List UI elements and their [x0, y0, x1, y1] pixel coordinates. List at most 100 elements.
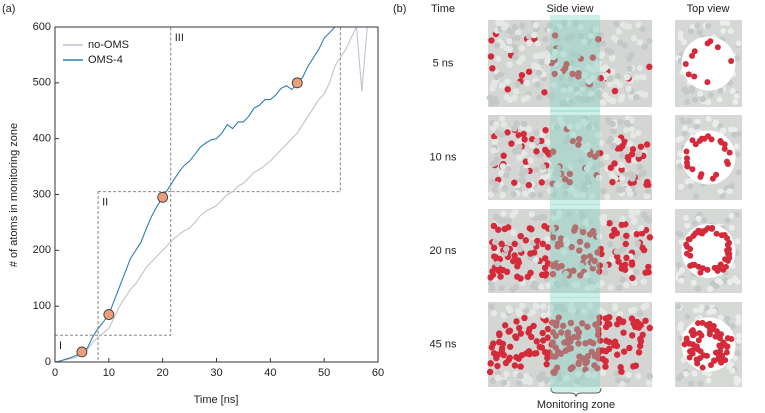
- atom: [712, 333, 719, 340]
- atom: [604, 193, 611, 201]
- x-tick-label: 50: [318, 367, 330, 379]
- atom: [528, 226, 535, 233]
- atom: [607, 49, 614, 56]
- atom: [592, 26, 600, 33]
- atom: [729, 367, 736, 374]
- atom: [724, 20, 731, 27]
- atom: [615, 258, 622, 265]
- atom: [488, 303, 495, 310]
- atom: [595, 150, 603, 157]
- atom: [586, 151, 594, 158]
- atom: [512, 53, 519, 61]
- atom: [542, 127, 549, 134]
- atom: [645, 263, 652, 271]
- atom: [698, 304, 705, 311]
- atom: [630, 279, 638, 287]
- atom: [701, 135, 708, 142]
- atom: [685, 71, 692, 78]
- atom: [544, 235, 551, 243]
- atom: [513, 120, 520, 127]
- atom: [596, 233, 603, 240]
- atom: [537, 191, 544, 199]
- atom: [571, 227, 578, 234]
- atom: [541, 349, 549, 356]
- atom: [500, 121, 508, 128]
- atom: [551, 82, 558, 89]
- atom: [704, 40, 711, 47]
- atom: [539, 329, 546, 337]
- atom: [623, 254, 630, 262]
- atom: [501, 322, 509, 329]
- atom: [608, 68, 616, 75]
- atom: [728, 183, 735, 190]
- atom: [699, 364, 706, 371]
- atom: [697, 355, 704, 362]
- atom: [689, 84, 696, 91]
- atom: [512, 88, 520, 95]
- atom: [706, 309, 713, 316]
- atom: [613, 253, 621, 260]
- atom: [633, 268, 640, 276]
- atom: [724, 235, 731, 242]
- atom: [695, 337, 702, 344]
- atom: [549, 148, 557, 156]
- atom: [523, 307, 530, 315]
- monitoring-zone: [550, 110, 600, 205]
- atom: [508, 140, 515, 147]
- atom: [640, 303, 647, 311]
- atom: [684, 313, 691, 320]
- atom: [575, 370, 582, 378]
- atom: [633, 231, 640, 238]
- atom: [620, 329, 627, 336]
- atom: [536, 343, 543, 351]
- atom: [500, 379, 508, 386]
- atom: [553, 280, 560, 287]
- atom: [506, 327, 514, 334]
- y-tick-label: 0: [45, 356, 51, 368]
- atom: [510, 191, 517, 198]
- atom: [494, 260, 501, 268]
- atom: [491, 95, 499, 103]
- atom: [600, 309, 608, 317]
- atom: [618, 368, 625, 375]
- atom: [506, 61, 513, 68]
- atom: [511, 252, 518, 259]
- atom: [601, 269, 609, 276]
- x-tick-label: 10: [103, 367, 115, 379]
- atom: [498, 82, 506, 89]
- atom: [550, 262, 557, 270]
- atom: [503, 268, 511, 276]
- atom: [504, 129, 511, 136]
- atom: [692, 307, 699, 314]
- atom: [553, 123, 560, 131]
- atom: [618, 221, 625, 229]
- atom: [575, 122, 582, 130]
- atom: [575, 69, 582, 77]
- atom: [634, 250, 642, 257]
- atom: [589, 283, 596, 291]
- atom: [588, 312, 595, 320]
- atom: [579, 228, 587, 236]
- atom: [615, 28, 622, 35]
- atom: [498, 284, 505, 292]
- atom: [599, 82, 606, 89]
- atom: [533, 303, 540, 310]
- atom: [563, 60, 570, 68]
- atom: [544, 149, 551, 156]
- atom: [617, 96, 625, 103]
- atom: [607, 284, 614, 291]
- atom: [614, 73, 622, 80]
- atom: [520, 96, 528, 103]
- atom: [626, 140, 634, 147]
- atom: [626, 269, 634, 277]
- y-axis-label: # of atoms in monitoring zone: [8, 123, 20, 267]
- atom: [494, 351, 501, 359]
- atom: [541, 36, 549, 43]
- atom: [568, 98, 575, 105]
- atom: [632, 362, 640, 369]
- atom: [514, 257, 522, 264]
- atom: [551, 367, 559, 375]
- region-box: [55, 334, 99, 362]
- atom: [595, 41, 602, 48]
- atom: [694, 22, 701, 29]
